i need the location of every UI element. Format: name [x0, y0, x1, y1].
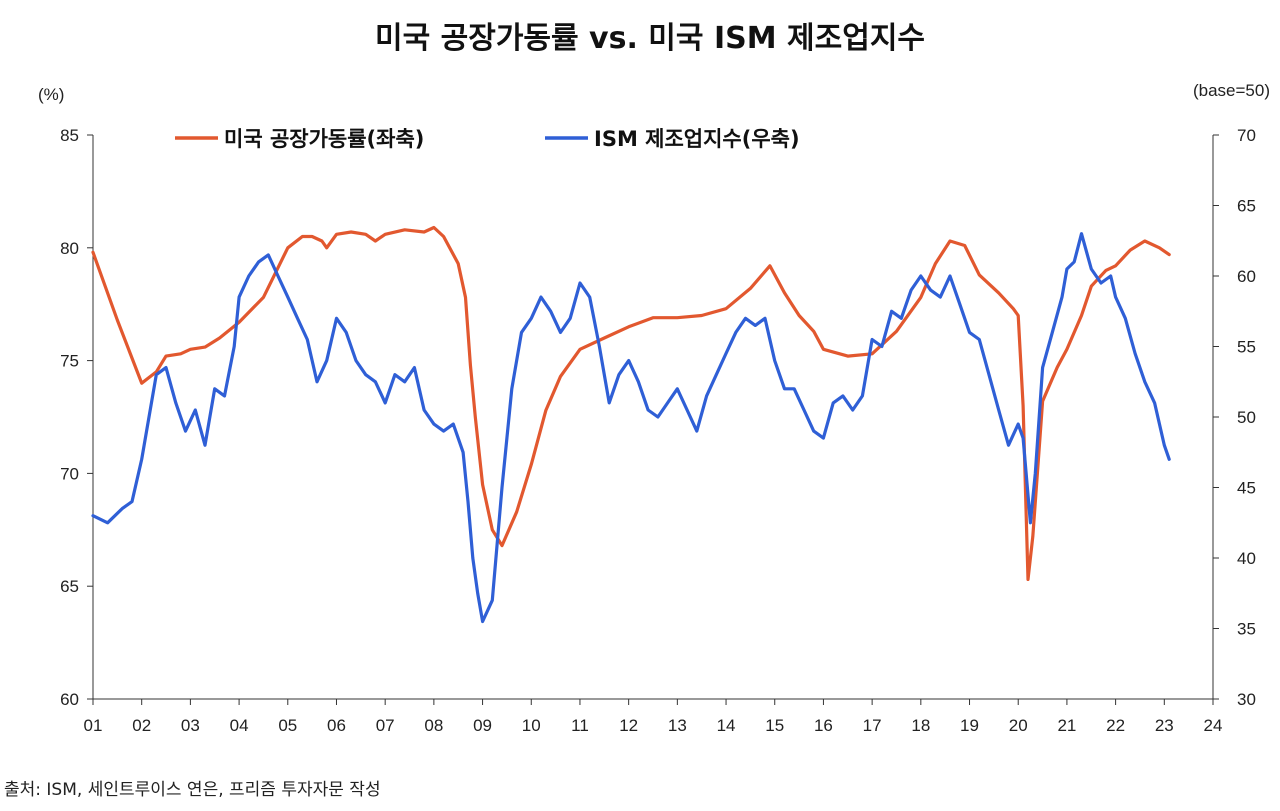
x-tick-label: 06: [327, 716, 346, 735]
x-tick-label: 19: [960, 716, 979, 735]
legend-label-utilization: 미국 공장가동률(좌축): [224, 127, 424, 151]
x-tick-label: 09: [473, 716, 492, 735]
left-tick-label: 60: [60, 690, 79, 709]
left-tick-label: 75: [60, 352, 79, 371]
right-tick-label: 50: [1237, 408, 1256, 427]
x-tick-label: 04: [230, 716, 249, 735]
x-tick-label: 22: [1106, 716, 1125, 735]
right-tick-label: 60: [1237, 267, 1256, 286]
x-tick-label: 11: [571, 716, 589, 735]
chart-title: 미국 공장가동률 vs. 미국 ISM 제조업지수: [375, 21, 925, 56]
right-tick-label: 45: [1237, 479, 1256, 498]
x-tick-label: 10: [522, 716, 541, 735]
x-tick-label: 16: [814, 716, 833, 735]
x-tick-label: 23: [1155, 716, 1174, 735]
x-tick-label: 18: [911, 716, 930, 735]
left-tick-label: 80: [60, 239, 79, 258]
x-tick-label: 21: [1057, 716, 1076, 735]
series-line-utilization: [91, 225, 1171, 581]
legend: 미국 공장가동률(좌축) ISM 제조업지수(우축): [175, 127, 800, 151]
source-note: 출처: ISM, 세인트루이스 연은, 프리즘 투자자문 작성: [4, 780, 381, 800]
right-tick-label: 70: [1237, 126, 1256, 145]
x-tick-label: 08: [424, 716, 443, 735]
series-layer: [91, 225, 1171, 624]
x-tick-label: 14: [717, 716, 736, 735]
right-tick-label: 35: [1237, 620, 1256, 639]
right-tick-label: 65: [1237, 197, 1256, 216]
left-tick-label: 70: [60, 464, 79, 483]
right-tick-label: 55: [1237, 338, 1256, 357]
left-tick-label: 65: [60, 577, 79, 596]
x-tick-label: 24: [1204, 716, 1223, 735]
x-axis-ticks: 01 02 03 04 05 06 07 08 09 10 11 12 13 14 15 16 17 18 19 20…: [84, 699, 1223, 735]
legend-label-ism: ISM 제조업지수(우축): [594, 127, 800, 151]
x-tick-label: 03: [181, 716, 200, 735]
x-tick-label: 15: [765, 716, 784, 735]
x-tick-label: 05: [278, 716, 297, 735]
series-line-ism: [91, 232, 1171, 624]
left-axis-unit: (%): [38, 85, 64, 104]
right-axis-ticks: 30 35 40 45 50 55 60 65 70: [1213, 126, 1256, 709]
right-tick-label: 40: [1237, 549, 1256, 568]
x-tick-label: 12: [619, 716, 638, 735]
x-tick-label: 02: [132, 716, 151, 735]
x-tick-label: 01: [84, 716, 103, 735]
x-tick-label: 07: [376, 716, 395, 735]
x-tick-label: 20: [1009, 716, 1028, 735]
left-axis-ticks: 60 65 70 75 80 85: [60, 126, 93, 709]
right-tick-label: 30: [1237, 690, 1256, 709]
right-axis-unit: (base=50): [1193, 81, 1270, 100]
x-tick-label: 17: [863, 716, 882, 735]
x-tick-label: 13: [668, 716, 687, 735]
left-tick-label: 85: [60, 126, 79, 145]
